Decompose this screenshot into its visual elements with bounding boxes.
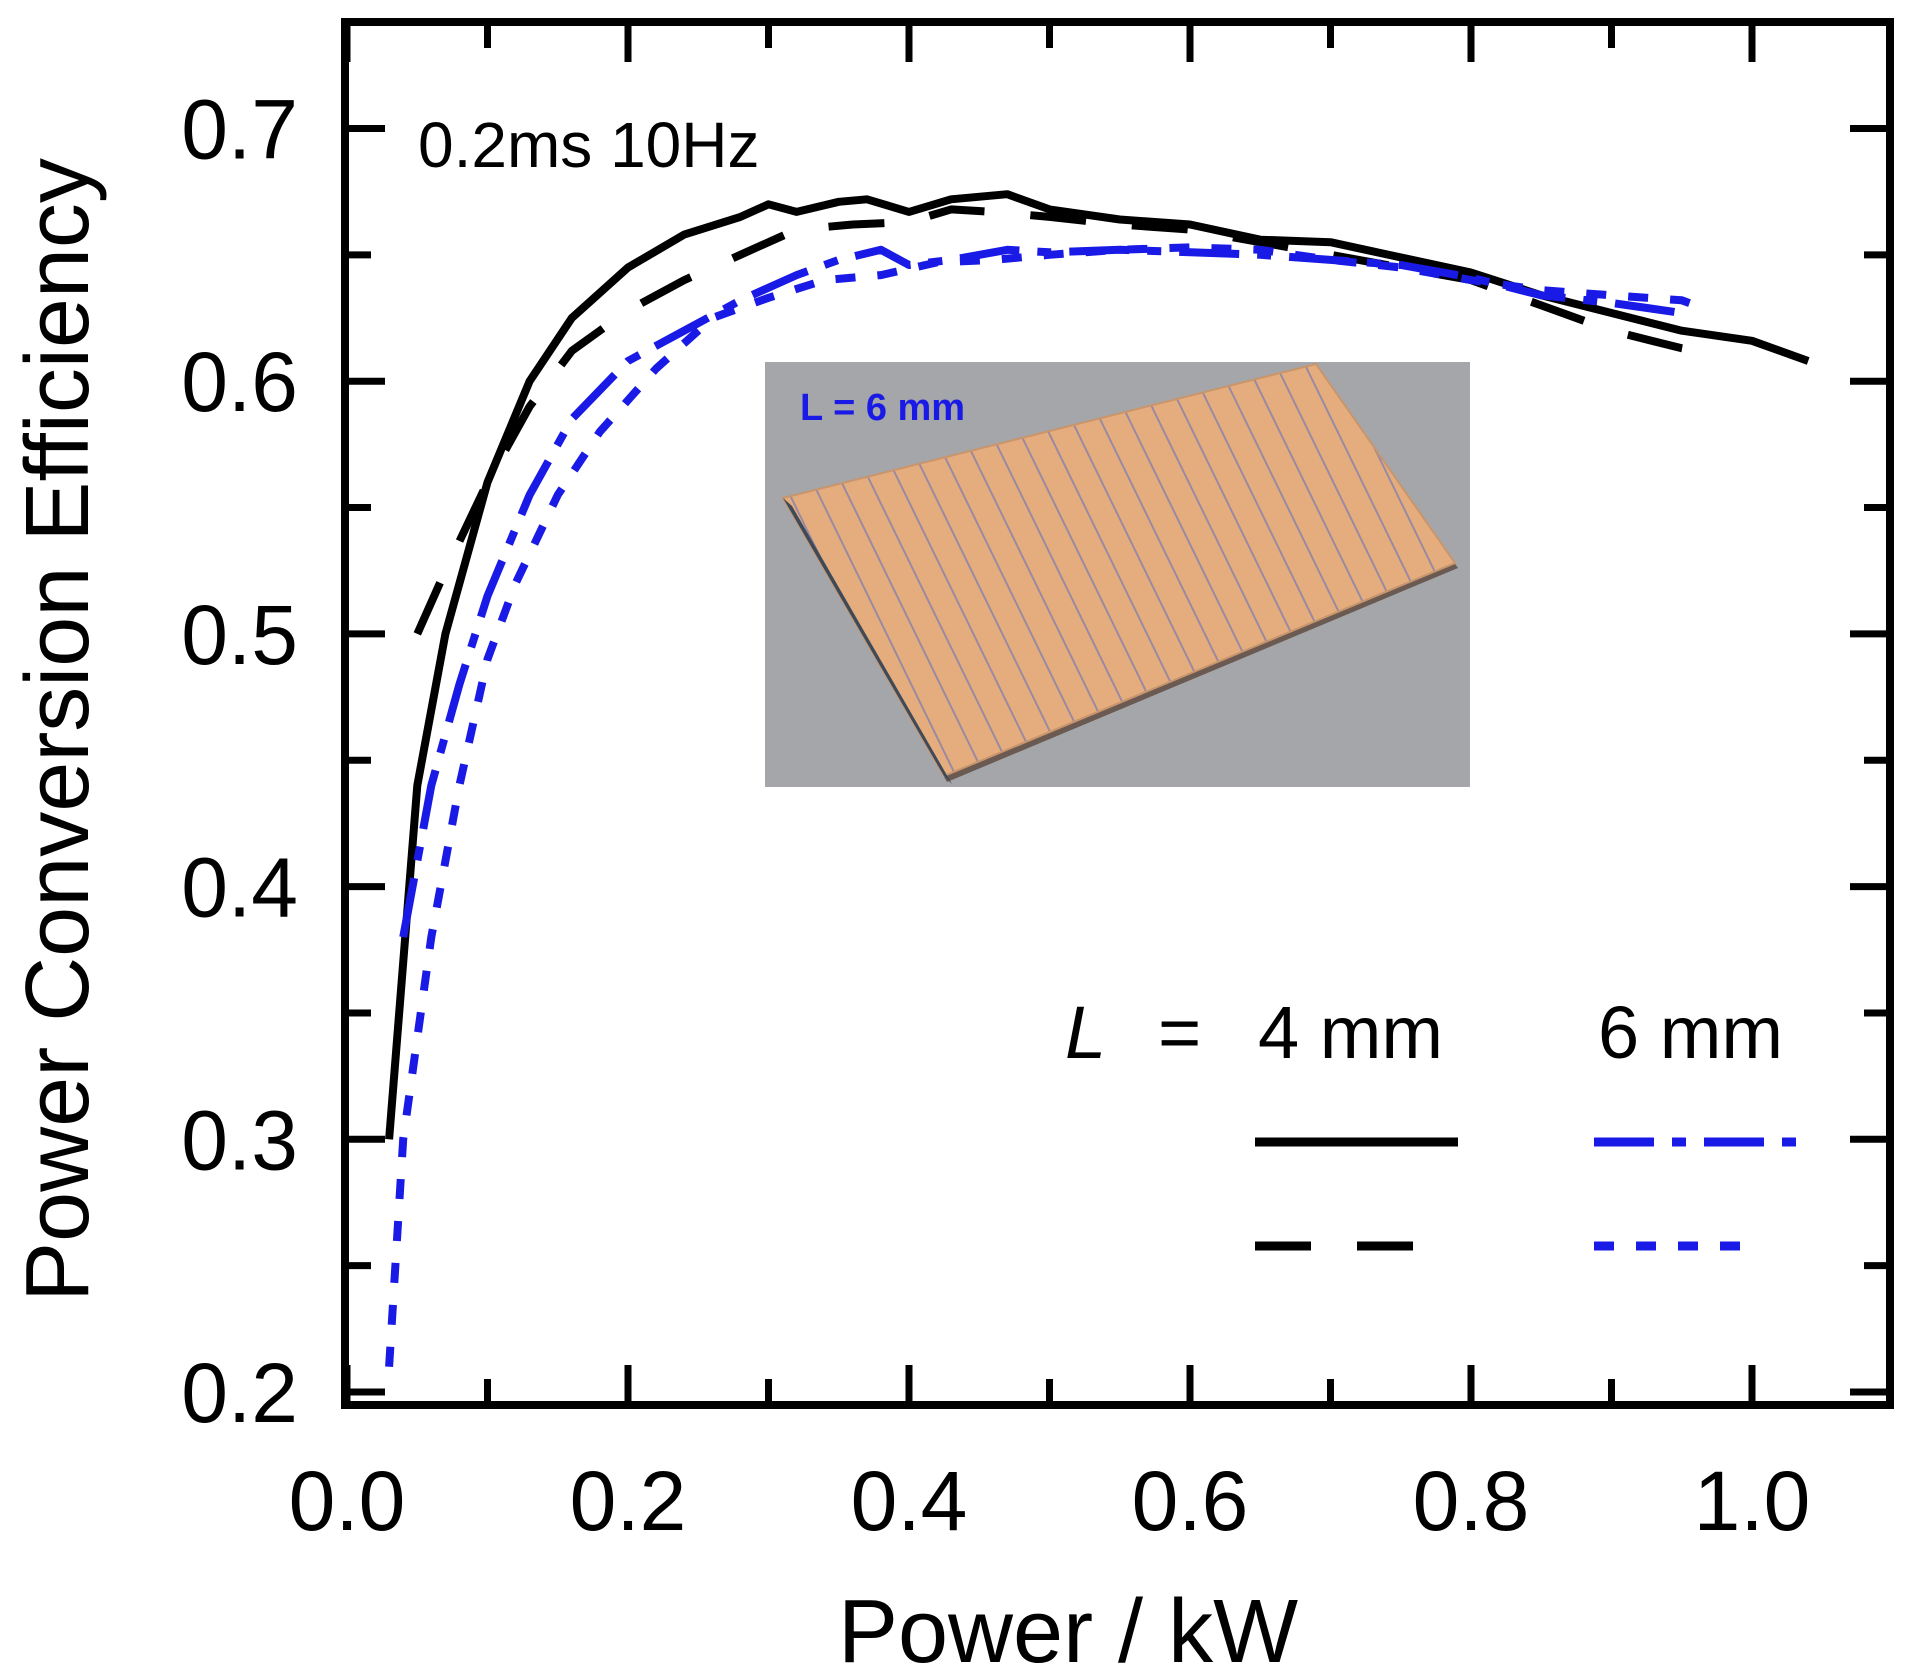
- tick-labels: 0.0 0.2 0.4 0.6 0.8 1.0 0.2 0.3 0.4 0.5 0.6 0.7: [181, 83, 1810, 1549]
- series-group: [385, 190, 1810, 1367]
- x-axis-label: Power / kW: [838, 1582, 1298, 1680]
- inset-plate: [781, 362, 1457, 778]
- inset-label-text: L = 6 mm: [800, 387, 965, 429]
- y-tick-label: 0.5: [181, 588, 298, 682]
- series-line-dotted: [385, 243, 1712, 1367]
- x-tick-label: 0.0: [289, 1454, 406, 1548]
- x-tick-label: 0.2: [570, 1454, 687, 1548]
- y-tick-label: 0.4: [181, 841, 298, 935]
- inset-label: L = 6 mm: [800, 387, 965, 429]
- x-tick-label: 0.4: [851, 1454, 968, 1548]
- y-tick-label: 0.7: [181, 83, 298, 177]
- y-axis-label: Power Conversion Efficiency: [8, 158, 108, 1302]
- series-line-dashdot: [399, 245, 1683, 938]
- inset-photo: L = 6 mm: [765, 362, 1470, 787]
- condition-annotation: 0.2ms 10Hz: [418, 109, 759, 181]
- legend-equals: =: [1158, 991, 1201, 1074]
- x-tick-label: 0.8: [1413, 1454, 1530, 1548]
- x-tick-label: 0.6: [1132, 1454, 1249, 1548]
- x-tick-label: 1.0: [1694, 1454, 1811, 1548]
- legend-prefix: L: [1065, 991, 1106, 1074]
- inset-plate-shadow: [783, 498, 952, 784]
- plot-frame: [341, 18, 1894, 1409]
- y-tick-label: 0.2: [181, 1346, 298, 1440]
- legend-col-4mm: 4 mm: [1258, 991, 1443, 1074]
- legend-col-6mm: 6 mm: [1598, 991, 1783, 1074]
- y-tick-label: 0.6: [181, 335, 298, 429]
- axis-ticks: [343, 22, 1890, 1405]
- legend: L = 4 mm 6 mm: [1065, 991, 1797, 1251]
- y-tick-label: 0.3: [181, 1093, 298, 1187]
